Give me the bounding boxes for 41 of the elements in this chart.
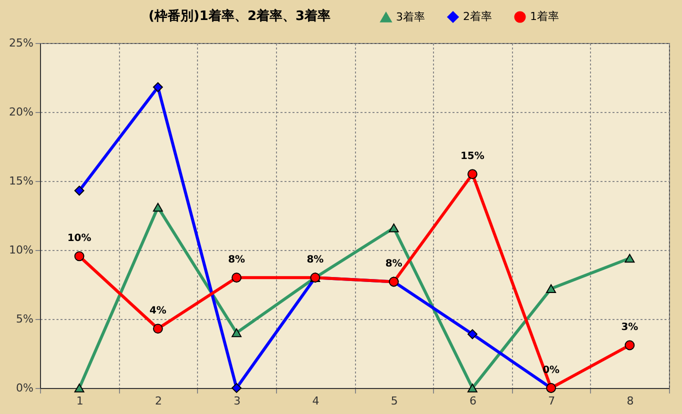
- point: [467, 329, 478, 340]
- x-tick-label: 8: [626, 394, 634, 408]
- legend-label: 3着率: [396, 10, 425, 24]
- point: [467, 384, 478, 392]
- y-tick-label: 20%: [9, 106, 34, 118]
- data-label: 8%: [228, 254, 246, 266]
- y-tick-label: 15%: [9, 174, 34, 188]
- point: [152, 82, 163, 92]
- x-tick-label: 3: [234, 394, 241, 408]
- point: [74, 251, 84, 262]
- x-tick-label: 6: [469, 394, 476, 408]
- data-label: 8%: [385, 258, 402, 270]
- y-tick-label: 5%: [16, 312, 34, 326]
- x-tick-label: 2: [154, 394, 162, 408]
- point: [152, 202, 163, 212]
- x-tick-label: 4: [312, 394, 320, 408]
- point: [546, 284, 556, 294]
- point: [74, 384, 84, 392]
- point: [624, 340, 635, 350]
- legend-label: 2着率: [463, 10, 492, 23]
- chart-title: (枠番別)1着率、2着率、3着率: [148, 8, 331, 24]
- x-tick-label: 5: [390, 394, 398, 408]
- y-tick-label: 0%: [16, 382, 34, 394]
- point: [467, 169, 478, 180]
- y-tick-label: 10%: [9, 244, 34, 256]
- point: [152, 324, 163, 334]
- x-tick-label: 1: [76, 394, 84, 408]
- point: [232, 383, 242, 393]
- point: [388, 224, 399, 232]
- y-tick-label: 25%: [9, 36, 34, 50]
- data-label: 10%: [67, 233, 92, 244]
- x-tick-label: 7: [548, 394, 556, 408]
- data-label: 3%: [621, 322, 638, 334]
- point: [232, 272, 242, 283]
- data-label: 4%: [149, 306, 166, 317]
- data-label: 15%: [460, 151, 484, 162]
- point: [74, 186, 84, 196]
- legend-label: 1着率: [530, 10, 559, 23]
- point: [232, 328, 242, 338]
- point: [624, 254, 635, 263]
- data-label: 8%: [306, 254, 324, 266]
